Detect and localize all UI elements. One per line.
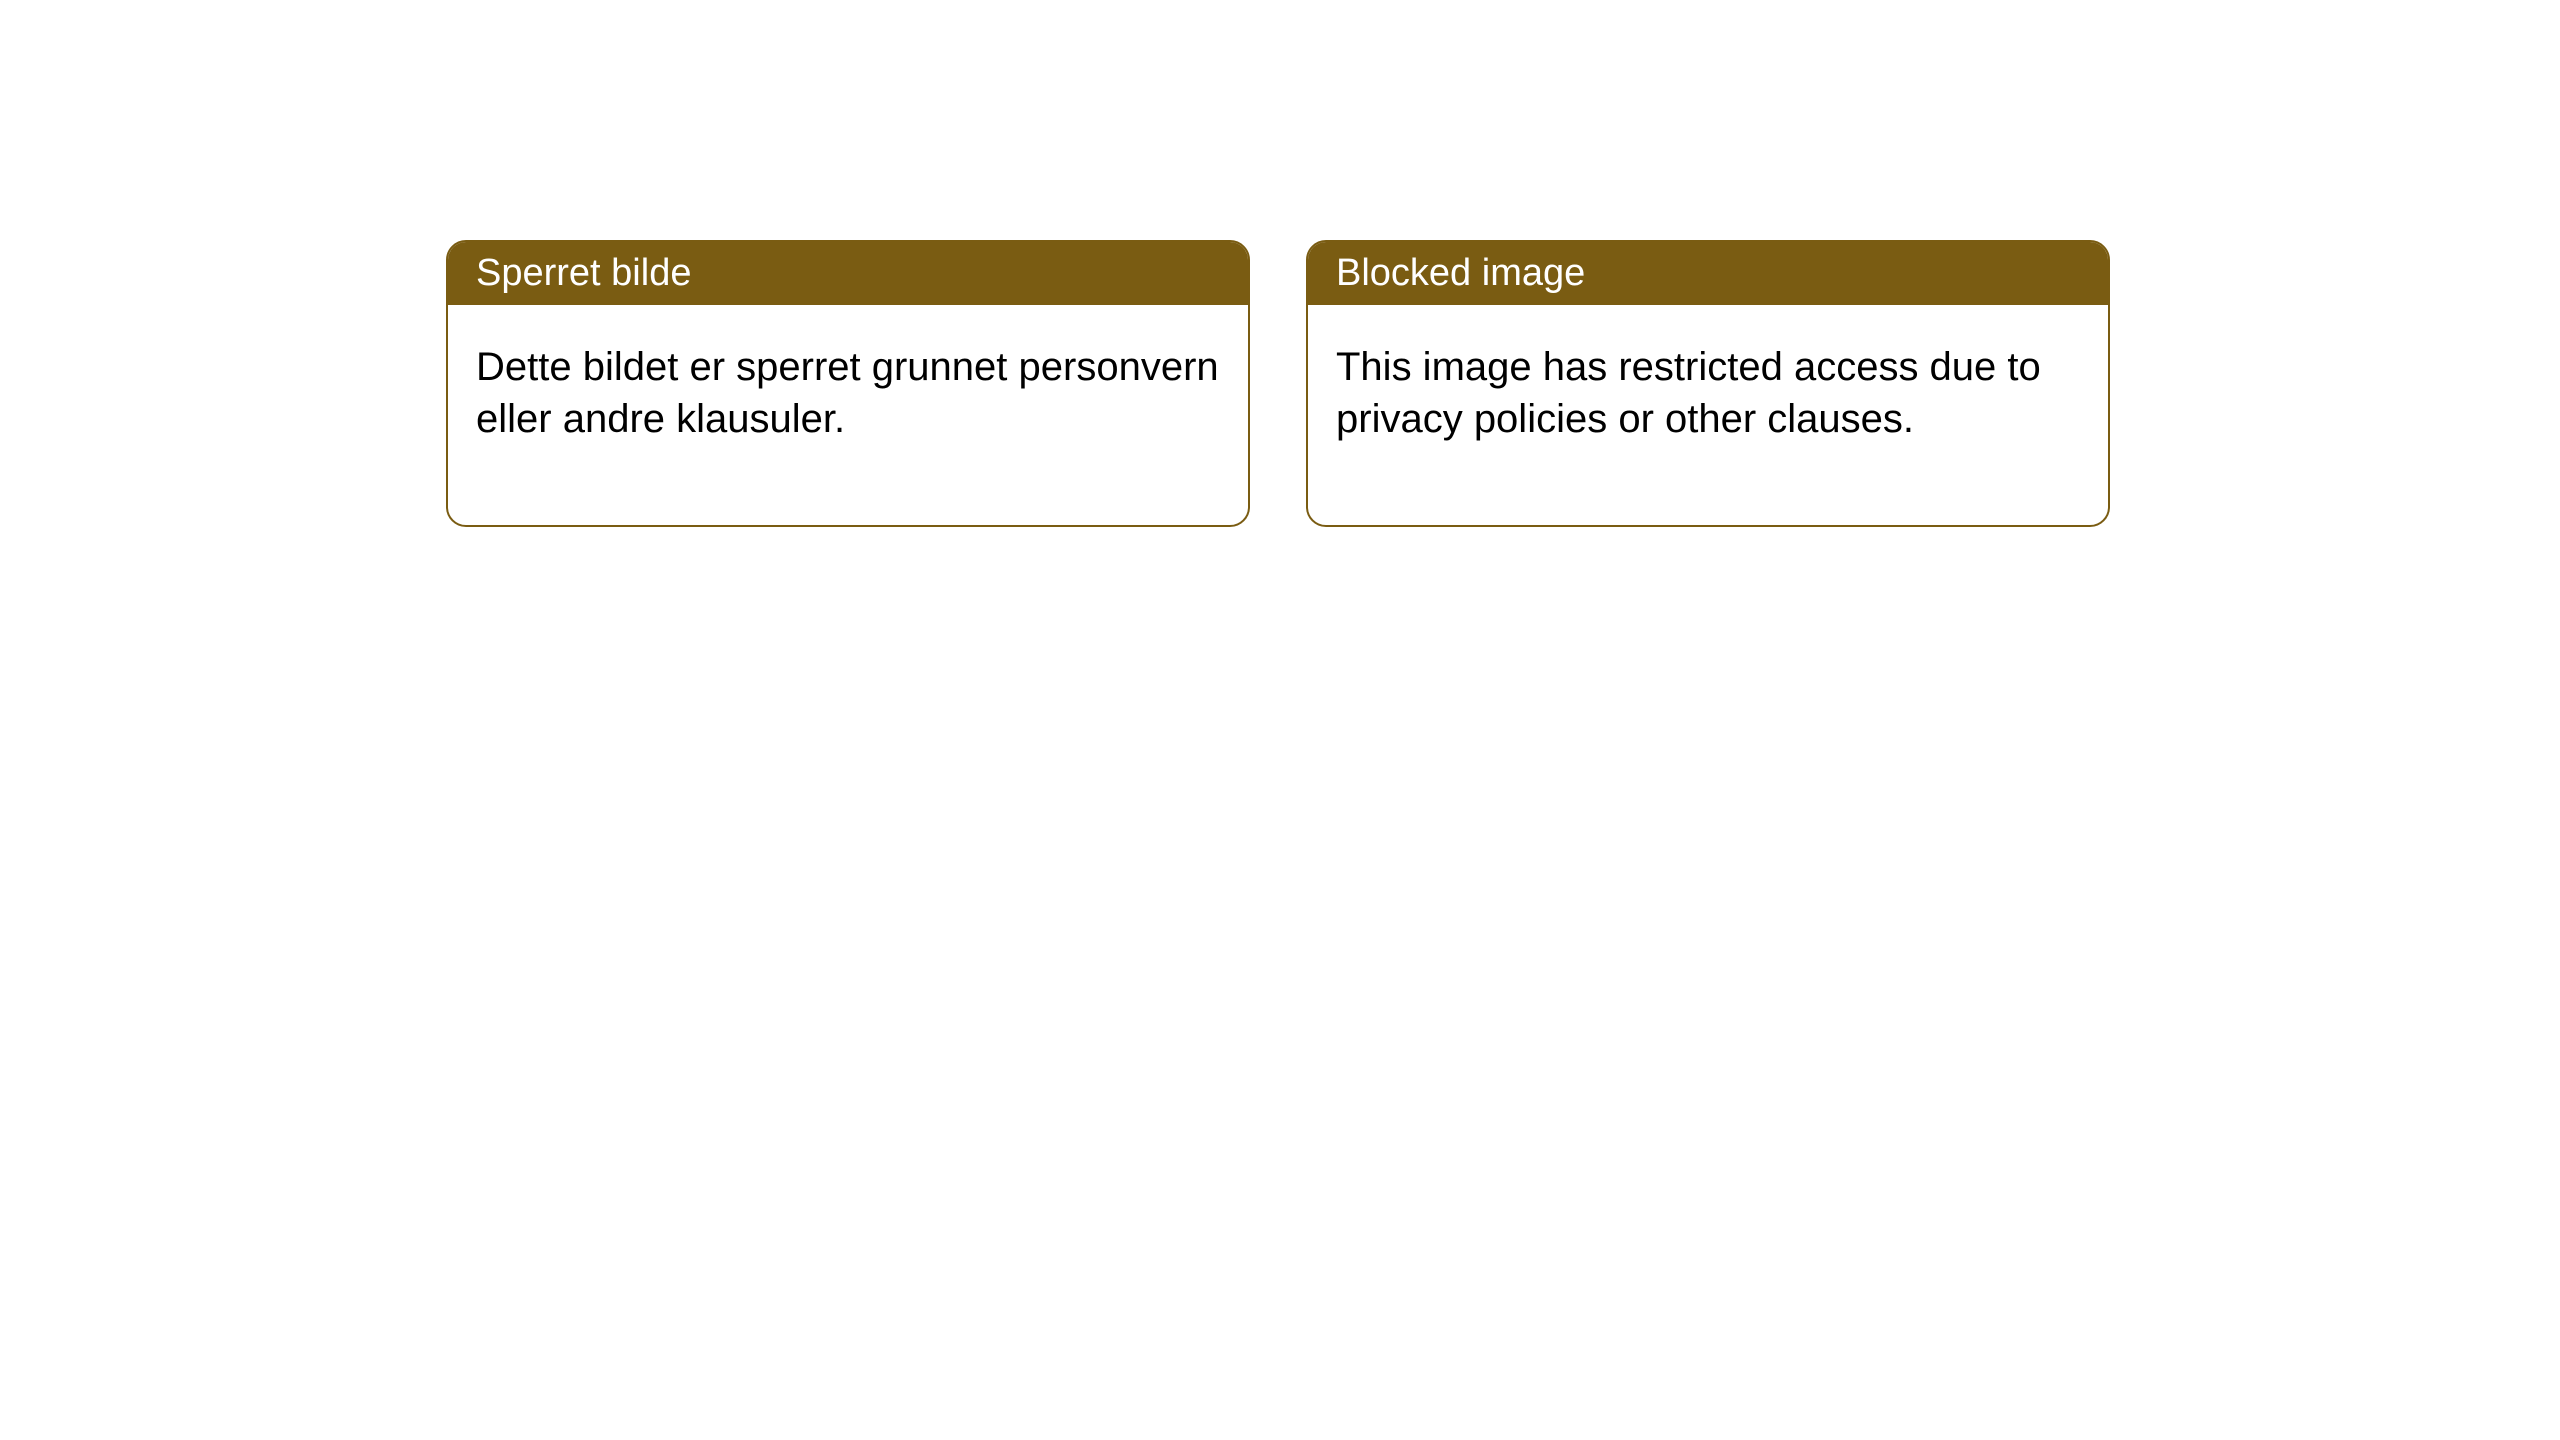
card-body: Dette bildet er sperret grunnet personve… [448, 305, 1248, 525]
card-header: Sperret bilde [448, 242, 1248, 305]
card-body-text: Dette bildet er sperret grunnet personve… [476, 345, 1219, 441]
card-norwegian: Sperret bilde Dette bildet er sperret gr… [446, 240, 1250, 527]
card-body-text: This image has restricted access due to … [1336, 345, 2041, 441]
card-title: Sperret bilde [476, 252, 691, 294]
card-title: Blocked image [1336, 252, 1585, 294]
card-header: Blocked image [1308, 242, 2108, 305]
card-english: Blocked image This image has restricted … [1306, 240, 2110, 527]
card-body: This image has restricted access due to … [1308, 305, 2108, 525]
cards-container: Sperret bilde Dette bildet er sperret gr… [446, 240, 2560, 527]
